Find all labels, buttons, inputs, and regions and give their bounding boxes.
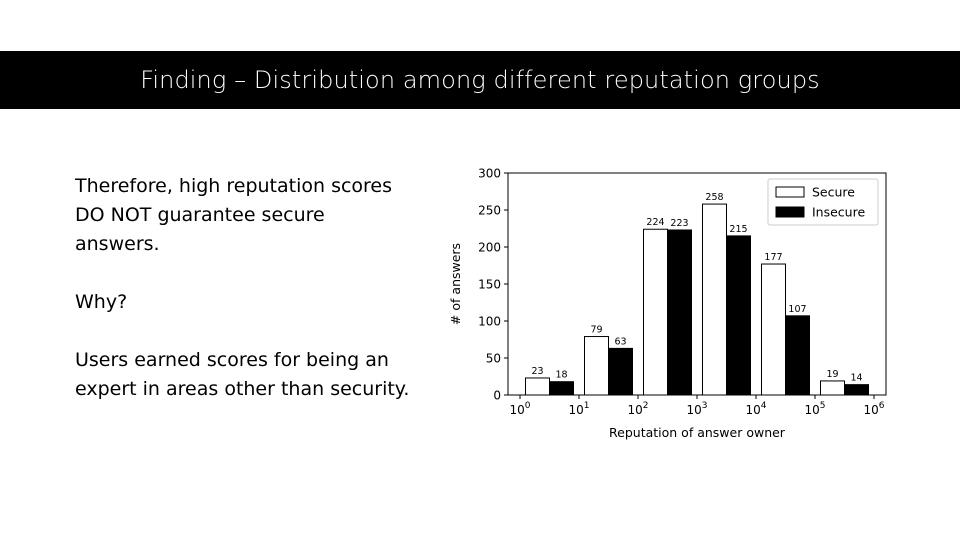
- data-label-secure-3: 258: [705, 192, 723, 203]
- y-tick-label: 200: [478, 241, 501, 255]
- bar-secure-2: [643, 228, 668, 396]
- x-tick-label: 102: [627, 401, 648, 417]
- bar-secure-0: [525, 377, 550, 396]
- paragraph-explanation: Users earned scores for being an expert …: [75, 349, 410, 400]
- data-label-insecure-5: 14: [850, 373, 862, 384]
- x-tick-label: 100: [509, 401, 530, 417]
- data-label-insecure-0: 18: [555, 370, 567, 381]
- bar-secure-1: [584, 336, 609, 396]
- data-label-insecure-3: 215: [729, 224, 747, 235]
- bar-insecure-4: [785, 315, 810, 396]
- slide-title: Finding – Distribution among different r…: [140, 66, 820, 94]
- x-tick-label: 101: [568, 401, 589, 417]
- x-tick-label: 104: [745, 401, 766, 417]
- y-axis-label: # of answers: [448, 243, 463, 325]
- data-label-secure-0: 23: [531, 366, 543, 377]
- slide-body: Therefore, high reputation scores DO NOT…: [75, 172, 415, 404]
- y-tick-label: 0: [493, 389, 501, 403]
- bar-insecure-3: [726, 235, 751, 396]
- x-tick-label: 103: [686, 401, 707, 417]
- x-tick-label: 105: [804, 401, 825, 417]
- y-tick-label: 250: [478, 204, 501, 218]
- bar-secure-4: [761, 263, 786, 396]
- data-label-insecure-4: 107: [788, 304, 806, 315]
- bar-secure-5: [820, 380, 845, 396]
- data-label-secure-2: 224: [646, 217, 664, 228]
- data-label-secure-1: 79: [590, 325, 602, 336]
- title-bar: Finding – Distribution among different r…: [0, 51, 960, 109]
- data-label-secure-4: 177: [764, 252, 782, 263]
- y-tick-label: 100: [478, 315, 501, 329]
- x-axis-label: Reputation of answer owner: [609, 425, 786, 440]
- y-tick-label: 50: [486, 352, 501, 366]
- bar-insecure-5: [844, 384, 869, 396]
- reputation-bar-chart: 23 18 79 63 224 223 258 215 177 107 19 14 0 50 100 150 2…: [448, 167, 887, 440]
- bar-insecure-0: [549, 381, 574, 396]
- legend-swatch-insecure: [775, 206, 805, 218]
- legend-label-insecure: Insecure: [812, 205, 865, 220]
- bar-insecure-2: [667, 229, 692, 396]
- legend-label-secure: Secure: [812, 185, 855, 200]
- bar-secure-3: [702, 203, 727, 396]
- data-label-insecure-2: 223: [670, 218, 688, 229]
- paragraph-conclusion: Therefore, high reputation scores DO NOT…: [75, 175, 393, 255]
- legend-swatch-secure: [775, 186, 805, 198]
- y-tick-label: 150: [478, 278, 501, 292]
- data-label-insecure-1: 63: [614, 336, 626, 347]
- data-label-secure-5: 19: [826, 369, 838, 380]
- paragraph-question: Why?: [75, 291, 128, 313]
- x-tick-label: 106: [863, 401, 884, 417]
- bar-insecure-1: [608, 347, 633, 396]
- y-tick-label: 300: [478, 167, 501, 181]
